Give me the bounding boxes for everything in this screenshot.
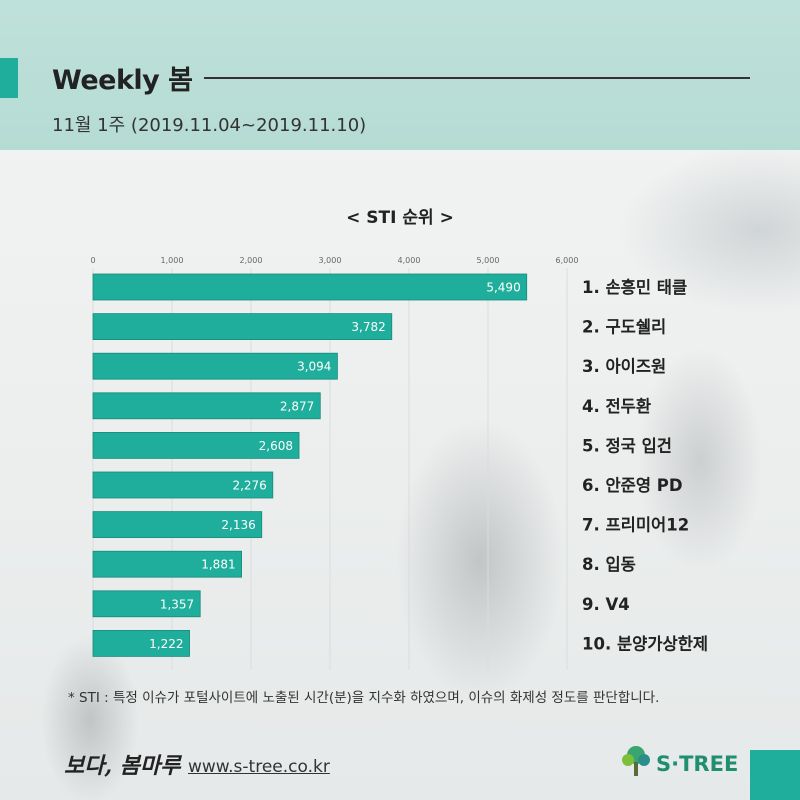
category-label: 6. 안준영 PD <box>582 476 683 495</box>
category-label: 10. 분양가상한제 <box>582 634 708 653</box>
x-tick-label: 4,000 <box>398 256 421 265</box>
stree-brand: S·TREE <box>656 752 739 776</box>
category-label: 7. 프리미어12 <box>582 516 689 535</box>
header-band <box>0 0 800 150</box>
bar <box>92 352 338 380</box>
header-accent-bar <box>0 58 18 98</box>
bar <box>92 630 190 657</box>
bar <box>92 511 263 539</box>
footnote: * STI : 특정 이슈가 포털사이트에 노출된 시간(분)을 지수화 하였으… <box>68 690 660 706</box>
bar <box>92 590 201 618</box>
x-tick-label: 0 <box>90 256 95 265</box>
bar <box>92 313 393 341</box>
chart-title: < STI 순위 > <box>346 208 454 228</box>
bar <box>92 392 321 420</box>
category-label: 9. V4 <box>582 595 630 614</box>
x-tick-label: 5,000 <box>477 256 500 265</box>
bar-value-label: 1,222 <box>149 637 183 651</box>
bar-value-label: 2,276 <box>232 479 266 493</box>
bar <box>92 471 274 499</box>
bar <box>92 431 300 459</box>
bar <box>92 273 528 301</box>
x-tick-label: 2,000 <box>240 256 263 265</box>
bar-value-label: 2,877 <box>280 399 314 413</box>
page-subtitle: 11월 1주 (2019.11.04~2019.11.10) <box>52 115 367 136</box>
corner-accent <box>750 750 800 800</box>
website-link[interactable]: www.s-tree.co.kr <box>188 757 330 777</box>
bar-value-label: 3,094 <box>297 360 331 374</box>
category-label: 3. 아이즈원 <box>582 357 666 376</box>
bommaru-logo: 보다, 봄마루 <box>64 753 181 779</box>
title-rule <box>204 77 750 79</box>
category-label: 1. 손흥민 태클 <box>582 277 687 297</box>
tree-icon <box>622 746 650 776</box>
category-label: 4. 전두환 <box>582 397 651 416</box>
bar-value-label: 1,357 <box>160 597 194 611</box>
bar-value-label: 2,608 <box>259 439 293 453</box>
x-tick-label: 1,000 <box>161 256 184 265</box>
bar-value-label: 2,136 <box>221 518 255 532</box>
category-label: 2. 구도쉘리 <box>582 318 666 337</box>
category-label: 5. 정국 입건 <box>582 436 672 455</box>
bar-value-label: 1,881 <box>201 558 235 572</box>
bar <box>92 550 242 578</box>
x-tick-label: 6,000 <box>556 256 579 265</box>
page-title: Weekly 봄 <box>52 65 193 96</box>
x-tick-label: 3,000 <box>319 256 342 265</box>
bar-value-label: 5,490 <box>486 281 520 295</box>
bar-value-label: 3,782 <box>351 320 385 334</box>
category-label: 8. 입동 <box>582 555 636 574</box>
